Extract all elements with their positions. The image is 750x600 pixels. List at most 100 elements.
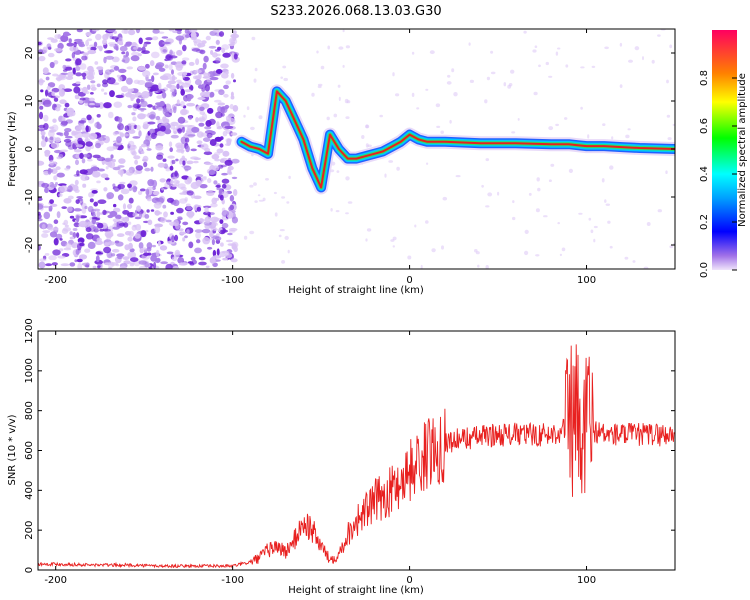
noise-speckle <box>337 84 341 88</box>
noise-speckle <box>175 35 185 41</box>
noise-speckle <box>143 161 148 168</box>
noise-speckle <box>141 151 145 154</box>
noise-speckle <box>137 66 146 71</box>
y-tick-label: 200 <box>24 521 35 540</box>
noise-speckle <box>176 251 180 256</box>
noise-speckle <box>287 249 290 254</box>
noise-speckle <box>85 39 89 47</box>
noise-speckle <box>77 243 82 251</box>
noise-speckle <box>215 111 223 119</box>
noise-speckle <box>442 196 448 201</box>
noise-speckle <box>82 183 87 188</box>
noise-speckle <box>113 220 118 228</box>
noise-speckle <box>117 255 123 260</box>
noise-speckle <box>187 134 196 137</box>
noise-speckle <box>145 188 150 196</box>
noise-speckle <box>58 248 64 252</box>
noise-speckle <box>194 79 202 86</box>
noise-speckle <box>643 266 649 269</box>
noise-speckle <box>284 235 289 240</box>
noise-speckle <box>174 103 182 107</box>
noise-speckle <box>119 181 126 185</box>
noise-speckle <box>161 122 168 126</box>
noise-speckle <box>365 124 369 129</box>
noise-speckle <box>209 230 214 238</box>
noise-speckle <box>117 169 125 175</box>
noise-speckle <box>75 58 82 66</box>
noise-speckle <box>116 233 125 238</box>
noise-speckle <box>283 77 289 82</box>
noise-speckle <box>173 131 177 134</box>
noise-speckle <box>182 160 186 166</box>
noise-speckle <box>157 82 162 90</box>
noise-speckle <box>176 49 183 56</box>
noise-speckle <box>107 241 116 246</box>
noise-speckle <box>98 45 103 52</box>
noise-speckle <box>609 165 614 170</box>
noise-speckle <box>137 113 146 120</box>
noise-speckle <box>158 40 165 47</box>
noise-speckle <box>108 111 114 119</box>
noise-speckle <box>602 123 606 126</box>
noise-speckle <box>78 120 87 124</box>
noise-speckle <box>164 64 169 69</box>
noise-speckle <box>45 76 50 81</box>
noise-speckle <box>179 159 183 165</box>
noise-speckle <box>642 56 644 61</box>
noise-speckle <box>41 233 49 238</box>
noise-speckle <box>257 194 261 197</box>
noise-speckle <box>82 153 90 158</box>
noise-speckle <box>212 29 220 33</box>
noise-speckle <box>392 236 397 241</box>
noise-speckle <box>90 46 97 51</box>
noise-speckle <box>166 104 171 111</box>
noise-speckle <box>176 207 184 214</box>
noise-speckle <box>588 217 592 221</box>
noise-speckle <box>258 199 264 202</box>
colorbar-tick-label: 0.2 <box>699 214 710 230</box>
noise-speckle <box>205 265 210 268</box>
noise-speckle <box>115 94 124 99</box>
x-tick-label: -100 <box>221 575 244 586</box>
noise-speckle <box>485 158 490 162</box>
noise-speckle <box>152 72 159 76</box>
noise-speckle <box>132 46 139 50</box>
noise-speckle <box>56 74 62 82</box>
noise-speckle <box>481 184 484 188</box>
noise-speckle <box>104 177 110 181</box>
noise-speckle <box>214 236 222 241</box>
noise-speckle <box>176 30 182 35</box>
noise-speckle <box>227 232 233 236</box>
noise-speckle <box>211 238 215 246</box>
noise-speckle <box>196 42 206 48</box>
noise-speckle <box>77 40 85 47</box>
noise-speckle <box>51 262 58 266</box>
noise-speckle <box>76 258 83 263</box>
noise-speckle <box>222 130 228 137</box>
noise-speckle <box>40 89 44 93</box>
noise-speckle <box>195 58 200 66</box>
noise-speckle <box>126 169 133 176</box>
noise-speckle <box>646 222 651 226</box>
noise-speckle <box>169 85 177 90</box>
noise-speckle <box>278 234 282 238</box>
noise-speckle <box>67 185 73 193</box>
noise-speckle <box>221 183 227 189</box>
noise-speckle <box>254 67 258 72</box>
noise-speckle <box>191 48 201 52</box>
noise-speckle <box>38 41 42 46</box>
noise-speckle <box>124 43 131 47</box>
noise-speckle <box>109 90 115 98</box>
noise-speckle <box>69 46 79 52</box>
noise-speckle <box>66 107 75 116</box>
noise-speckle <box>193 75 198 80</box>
noise-speckle <box>169 147 173 153</box>
noise-speckle <box>141 91 150 99</box>
noise-speckle <box>117 165 125 168</box>
noise-speckle <box>94 240 103 246</box>
noise-speckle <box>326 116 330 121</box>
noise-speckle <box>179 198 188 204</box>
noise-speckle <box>109 210 118 217</box>
noise-speckle <box>416 107 420 110</box>
noise-speckle <box>555 123 559 127</box>
